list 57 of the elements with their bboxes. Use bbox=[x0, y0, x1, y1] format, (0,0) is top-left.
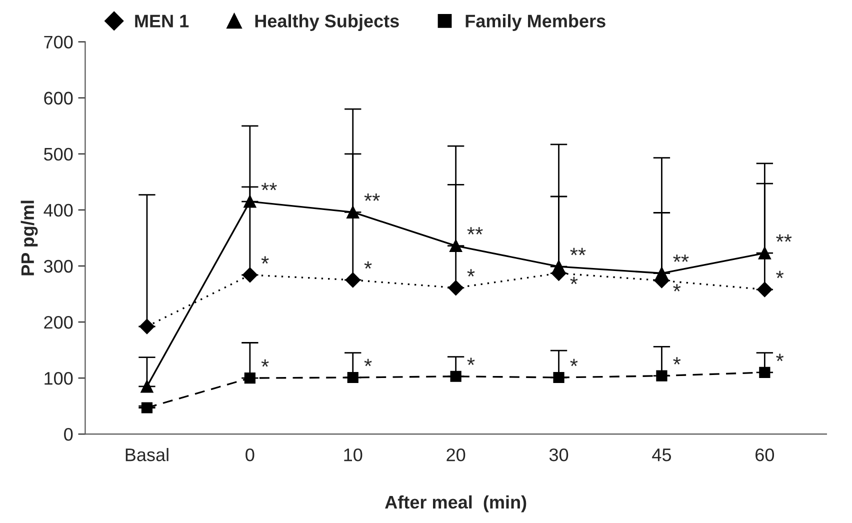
point bbox=[757, 282, 772, 298]
annotation: * bbox=[776, 270, 784, 278]
point bbox=[346, 206, 360, 218]
x-tick-label: Basal bbox=[126, 448, 168, 462]
annotation: * bbox=[776, 354, 784, 362]
y-tick-label: 400 bbox=[44, 204, 73, 217]
annotation: ** bbox=[776, 234, 792, 242]
point bbox=[450, 370, 462, 382]
point bbox=[139, 318, 155, 334]
annotation: * bbox=[364, 358, 372, 366]
x-tick-label: 30 bbox=[549, 448, 568, 462]
y-tick-label: 500 bbox=[44, 148, 73, 161]
x-tick-label: 0 bbox=[246, 448, 254, 462]
y-tick-label: 600 bbox=[44, 92, 73, 105]
y-tick-label: 200 bbox=[44, 316, 73, 329]
y-tick-label: 700 bbox=[44, 36, 73, 49]
y-tick-label: 300 bbox=[44, 260, 73, 273]
point bbox=[244, 372, 256, 384]
x-tick-label: 10 bbox=[344, 448, 362, 462]
point bbox=[141, 402, 153, 414]
point bbox=[242, 267, 258, 283]
y-tick-label: 100 bbox=[44, 372, 73, 385]
legend-label: Family Members bbox=[466, 14, 606, 32]
annotation: * bbox=[261, 359, 269, 367]
annotation: * bbox=[364, 261, 372, 269]
point bbox=[450, 240, 462, 252]
point bbox=[140, 380, 154, 393]
point bbox=[244, 195, 256, 208]
annotation: * bbox=[570, 276, 578, 284]
point bbox=[655, 267, 668, 280]
point bbox=[759, 366, 770, 378]
annotation: ** bbox=[570, 248, 586, 256]
point bbox=[552, 260, 566, 273]
point bbox=[656, 370, 668, 382]
legend-label: MEN 1 bbox=[135, 14, 189, 28]
y-tick-label: 0 bbox=[64, 428, 73, 441]
x-tick-label: 20 bbox=[446, 448, 466, 462]
x-axis-title: After meal (min) bbox=[385, 495, 526, 512]
annotation: * bbox=[467, 269, 475, 276]
x-tick-label: 60 bbox=[756, 448, 774, 462]
point bbox=[758, 246, 771, 260]
legend-label: Healthy Subjects bbox=[255, 14, 399, 32]
point bbox=[448, 280, 464, 296]
annotation: * bbox=[467, 358, 475, 366]
annotation: * bbox=[261, 256, 269, 264]
annotation: * bbox=[673, 357, 681, 364]
point bbox=[345, 272, 360, 288]
annotation: ** bbox=[364, 194, 380, 201]
annotation: ** bbox=[261, 182, 277, 190]
point bbox=[553, 372, 564, 384]
x-tick-label: 45 bbox=[652, 448, 672, 462]
y-axis-title: PP pg/ml bbox=[20, 200, 38, 276]
annotation: * bbox=[570, 358, 578, 366]
annotation: * bbox=[673, 284, 681, 292]
annotation: ** bbox=[673, 254, 689, 262]
annotation: ** bbox=[467, 227, 483, 234]
point bbox=[347, 372, 358, 384]
